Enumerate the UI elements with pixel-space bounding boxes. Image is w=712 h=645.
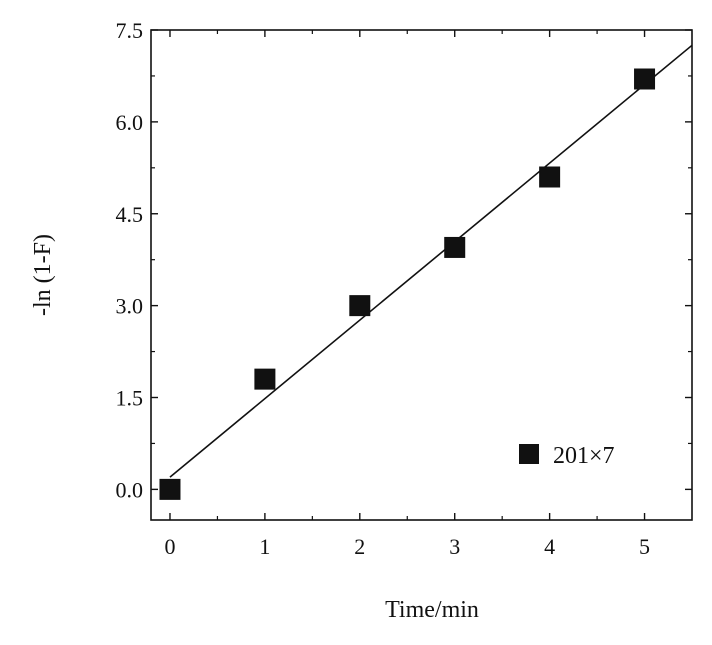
data-point: [159, 478, 181, 500]
y-tick-label: 4.5: [116, 202, 144, 227]
y-tick-label: 0.0: [116, 477, 144, 502]
plot-frame: [150, 29, 693, 521]
x-tick-label: 2: [354, 534, 365, 559]
x-tick-label: 5: [639, 534, 650, 559]
x-tick-label: 3: [449, 534, 460, 559]
data-point: [444, 236, 466, 258]
y-tick-label: 7.5: [116, 18, 144, 43]
fit-line: [169, 44, 693, 478]
x-tick-label: 0: [164, 534, 175, 559]
x-tick-label: 1: [259, 534, 270, 559]
data-point: [539, 166, 561, 188]
legend: 201×7: [519, 443, 615, 469]
data-point: [349, 295, 371, 317]
tick-marks: [151, 29, 692, 520]
axes: [150, 29, 693, 521]
data-point: [254, 368, 276, 390]
fit-lines: [169, 44, 693, 478]
x-tick-label: 4: [544, 534, 555, 559]
legend-marker: [519, 444, 539, 464]
y-tick-label: 6.0: [116, 110, 144, 135]
y-tick-label: 3.0: [116, 294, 144, 319]
y-axis-label: -ln (1-F): [30, 234, 56, 316]
tick-labels: 0 1 2 3 4 5 0.0 1.5 3.0 4.5 6.0 7.5: [116, 18, 651, 559]
data-point: [634, 68, 656, 90]
x-axis-label: Time/min: [385, 597, 479, 623]
legend-label: 201×7: [553, 443, 615, 469]
data-points: [159, 68, 656, 500]
y-tick-label: 1.5: [116, 386, 144, 411]
